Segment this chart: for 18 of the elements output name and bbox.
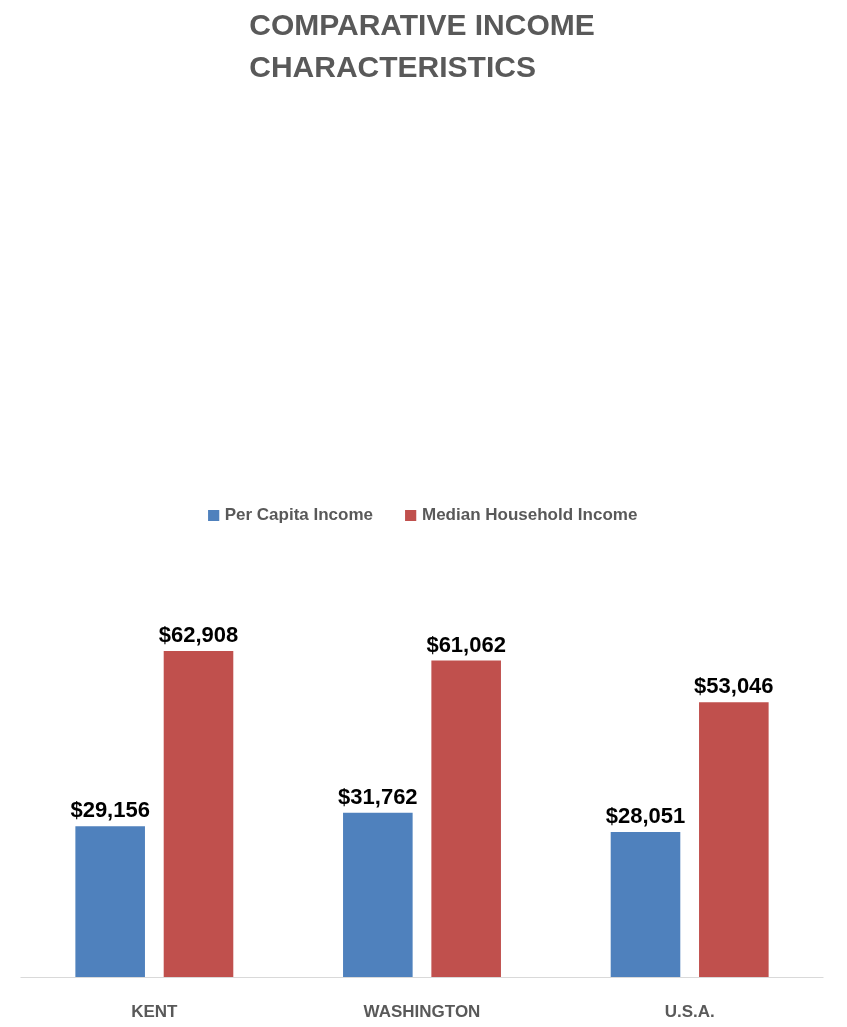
data-label: $61,062 (426, 631, 506, 657)
bar (343, 812, 413, 978)
chart-title: COMPARATIVE INCOME CHARACTERISTICS (249, 7, 595, 84)
data-label: $31,762 (338, 783, 418, 809)
legend-label: Median Household Income (421, 504, 638, 525)
data-label: $29,156 (70, 797, 150, 823)
data-label: $28,051 (605, 802, 686, 828)
data-label: $62,908 (158, 622, 239, 648)
bar (75, 826, 145, 978)
bar (431, 660, 501, 978)
x-tick-label: WASHINGTON (363, 1001, 481, 1021)
bar (699, 702, 769, 978)
x-tick-label: U.S.A. (664, 1001, 715, 1021)
bar (610, 831, 681, 978)
legend-label: Per Capita Income (224, 504, 373, 525)
bar (163, 650, 234, 978)
x-tick-label: KENT (131, 1001, 179, 1021)
data-label: $53,046 (694, 673, 774, 699)
